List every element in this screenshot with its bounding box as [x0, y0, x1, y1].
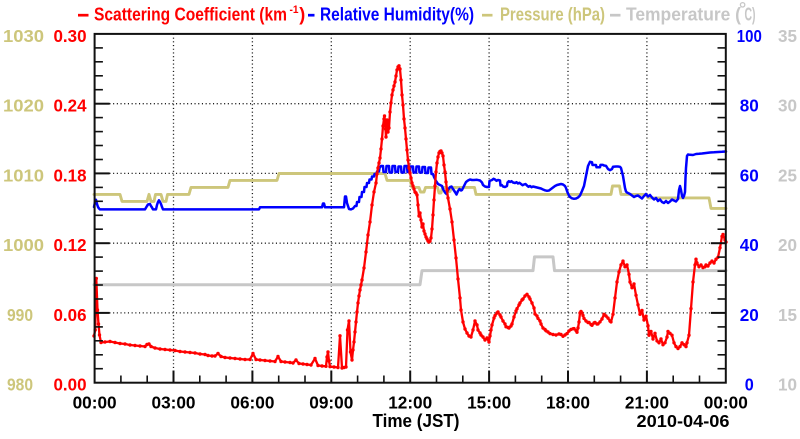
- svg-text:1030: 1030: [3, 26, 44, 46]
- svg-text:0.24: 0.24: [54, 96, 87, 116]
- svg-text:80: 80: [740, 96, 759, 116]
- svg-text:00:00: 00:00: [73, 392, 117, 412]
- svg-text:0.12: 0.12: [54, 235, 87, 255]
- svg-text:Scattering Coefficient (km: Scattering Coefficient (km: [94, 4, 287, 24]
- svg-text:0.18: 0.18: [54, 165, 87, 185]
- svg-text:Temperature (: Temperature (: [626, 4, 741, 24]
- svg-text:12:00: 12:00: [388, 392, 432, 412]
- svg-text:990: 990: [7, 305, 33, 325]
- svg-text:30: 30: [778, 96, 797, 116]
- svg-text:10: 10: [778, 375, 797, 395]
- svg-text:00:00: 00:00: [704, 392, 748, 412]
- svg-text:): ): [299, 4, 305, 24]
- svg-text:15:00: 15:00: [467, 392, 511, 412]
- svg-text:1000: 1000: [3, 235, 44, 255]
- svg-text:C): C): [745, 4, 756, 24]
- svg-text:18:00: 18:00: [546, 392, 590, 412]
- svg-text:100: 100: [737, 26, 762, 46]
- svg-text:20: 20: [740, 305, 759, 325]
- svg-text:0: 0: [745, 375, 754, 395]
- svg-text:0.06: 0.06: [54, 305, 87, 325]
- svg-text:Relative Humidity(%): Relative Humidity(%): [320, 4, 474, 24]
- svg-text:15: 15: [778, 305, 797, 325]
- svg-text:Pressure (hPa): Pressure (hPa): [500, 4, 605, 24]
- svg-text:20: 20: [778, 235, 797, 255]
- svg-text:980: 980: [7, 375, 33, 395]
- svg-text:40: 40: [740, 235, 759, 255]
- svg-text:1020: 1020: [3, 96, 44, 116]
- svg-text:25: 25: [778, 165, 797, 185]
- svg-text:60: 60: [740, 165, 759, 185]
- svg-text:0.30: 0.30: [54, 26, 87, 46]
- svg-text:06:00: 06:00: [230, 392, 274, 412]
- svg-text:Time (JST): Time (JST): [373, 411, 460, 431]
- svg-text:03:00: 03:00: [152, 392, 196, 412]
- svg-text:1010: 1010: [3, 165, 44, 185]
- svg-text:21:00: 21:00: [625, 392, 669, 412]
- svg-text:0.00: 0.00: [54, 375, 87, 395]
- svg-text:35: 35: [778, 26, 797, 46]
- svg-text:09:00: 09:00: [309, 392, 353, 412]
- svg-text:2010-04-06: 2010-04-06: [637, 411, 730, 431]
- svg-text:-1: -1: [290, 4, 299, 16]
